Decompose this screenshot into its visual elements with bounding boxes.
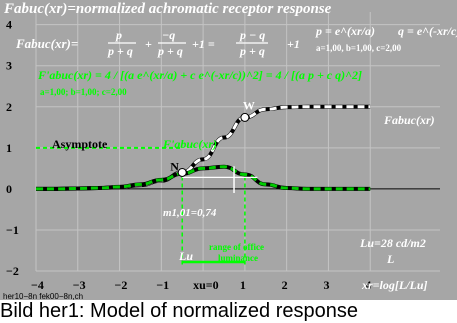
figure-code: her10−8n fek00−8n,ch	[3, 292, 84, 301]
derivative-curve	[36, 165, 371, 191]
x-tick-label: 2	[282, 278, 288, 292]
y-tick-label: 4	[6, 18, 12, 32]
x-tick-label: 3	[323, 278, 329, 292]
svg-text:−q: −q	[162, 28, 175, 42]
lu-label: Lu	[178, 249, 193, 263]
office-range-label-line1: range of office	[209, 242, 264, 252]
svg-text:p + q: p + q	[239, 44, 265, 58]
point-label-w: W	[243, 98, 255, 112]
chart-title: Fabuc(xr)=normalized achromatic receptor…	[3, 1, 332, 17]
x-tick-label: −2	[115, 278, 128, 292]
x-tick-label: −3	[73, 278, 86, 292]
y-tick-label: −1	[6, 223, 19, 237]
x-tick-label: −4	[31, 278, 44, 292]
q-definition: q = e^(-xr/c)	[398, 24, 457, 38]
luminance-value: Lu=28 cd/m2	[359, 236, 426, 250]
y-tick-label: 2	[6, 100, 12, 114]
chart-marks: NW	[36, 98, 440, 267]
L-label: L	[386, 252, 394, 266]
axis-ticks: −4 −3 −2 −1 xu=0 1 2 3 4 −2 −1 0 1 2 3 4	[6, 18, 371, 292]
y-tick-label: −2	[6, 264, 19, 278]
x-axis-label: xr=log[L/Lu]	[361, 278, 428, 292]
point-w	[240, 112, 250, 122]
point-n	[177, 167, 187, 177]
x-tick-label: 4	[365, 278, 371, 292]
svg-text:+1 =: +1 =	[192, 37, 215, 51]
derivative-parameters: a=1,00; b=1,00; c=2,00	[40, 87, 127, 97]
y-tick-label: 1	[6, 141, 12, 155]
office-range-label: range of office luminance	[209, 242, 264, 263]
p-definition: p = e^(xr/a)	[315, 24, 375, 38]
derivative-formula: F'abuc(xr) = 4 / [(a e^(xr/a) + c e^(-xr…	[37, 68, 362, 82]
parameters-label: a=1,00, b=1,00, c=2,00	[316, 43, 402, 53]
y-tick-label: 3	[6, 59, 12, 73]
asymptote-label: Asymptote	[52, 137, 108, 151]
derivative-curve-label: F'abuc(xr)	[162, 137, 217, 151]
svg-text:p + q: p + q	[157, 44, 183, 58]
svg-text:p + q: p + q	[107, 44, 133, 58]
svg-text:+1: +1	[287, 37, 300, 51]
formula-rhs: p p + q + −q p + q +1 = p − q p + q +1	[107, 28, 300, 58]
svg-text:+: +	[145, 37, 152, 51]
response-curve-label: Fabuc(xr)	[383, 113, 435, 127]
m-marker-label: m1,01=0,74	[163, 207, 217, 219]
x-tick-label: −1	[156, 278, 169, 292]
figure-caption: Bild her1: Model of normalized response	[0, 300, 358, 322]
x-tick-label: 1	[240, 278, 246, 292]
x-tick-label: xu=0	[193, 278, 219, 292]
svg-text:p: p	[115, 28, 122, 42]
point-label-n: N	[170, 159, 179, 173]
svg-text:p − q: p − q	[239, 28, 265, 42]
plot-background	[0, 0, 457, 300]
y-tick-label: 0	[6, 182, 12, 196]
office-range-label-line2: luminance	[218, 253, 258, 263]
grid-lines	[35, 12, 440, 272]
formula-lhs: Fabuc(xr)=	[15, 36, 78, 51]
